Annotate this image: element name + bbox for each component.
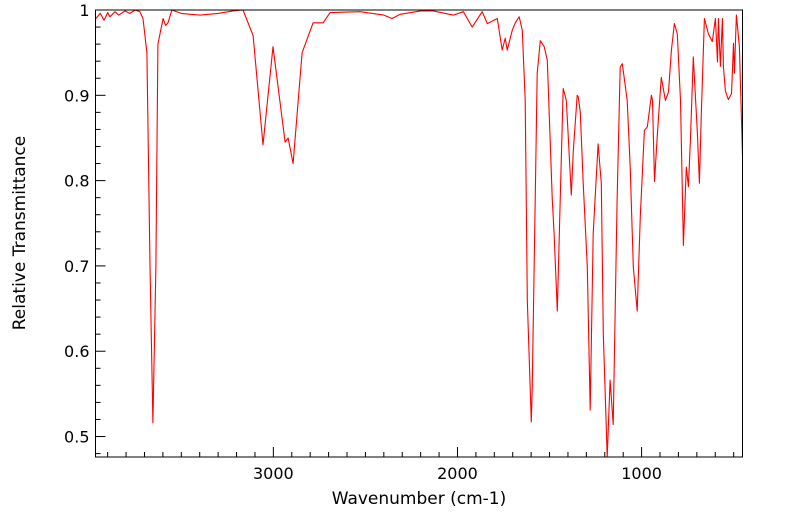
x-tick-labels: 3000 2000 1000 (253, 464, 662, 483)
y-tick-label: 0.6 (64, 342, 89, 361)
x-axis-label: Wavenumber (cm-1) (332, 489, 507, 509)
spectrum-line (95, 9, 744, 458)
minor-ticks (95, 26, 735, 457)
y-tick-label: 0.7 (64, 257, 89, 276)
y-axis-label: Relative Transmittance (10, 136, 30, 331)
plot-frame (95, 9, 743, 458)
x-tick-label: 1000 (621, 464, 662, 483)
y-tick-label: 1 (79, 1, 89, 20)
y-tick-label: 0.8 (64, 172, 89, 191)
y-tick-label: 0.9 (64, 86, 89, 105)
x-tick-label: 2000 (437, 464, 478, 483)
x-tick-label: 3000 (253, 464, 294, 483)
y-tick-label: 0.5 (64, 428, 89, 447)
y-tick-labels: 0.5 0.6 0.7 0.8 0.9 1 (64, 1, 89, 447)
